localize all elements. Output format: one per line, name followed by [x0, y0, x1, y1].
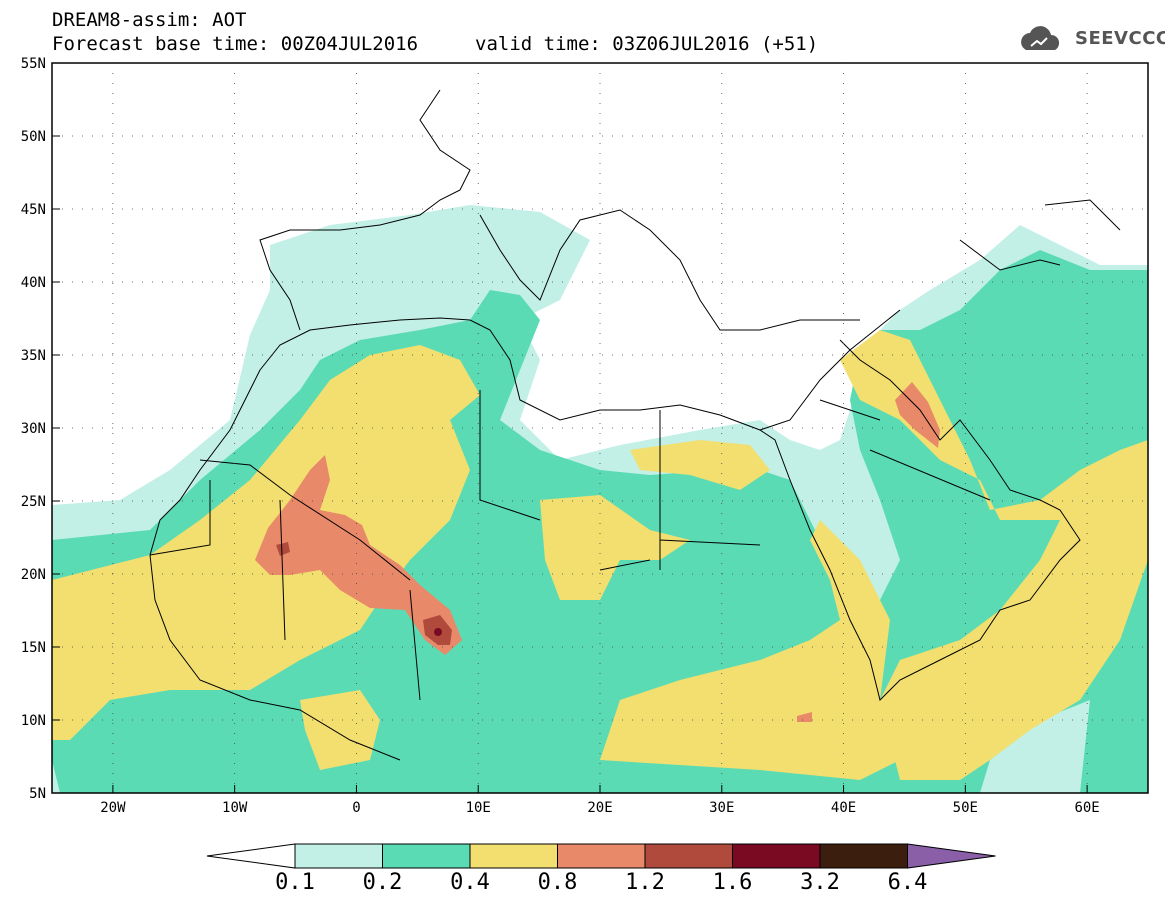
lat-label: 20N: [21, 567, 46, 583]
colorbar: [206, 843, 996, 869]
lat-label: 5N: [29, 786, 46, 802]
aot-band-0.4-africa: [540, 495, 900, 780]
aot-band-0.8-ethiopia: [797, 712, 812, 722]
aot-band-0.8: [255, 455, 462, 655]
lat-label: 45N: [21, 202, 46, 218]
colorbar-level-label: 0.2: [362, 870, 403, 895]
forecast-base-time: Forecast base time: 00Z04JUL2016: [52, 33, 419, 55]
aot-band-1.2: [276, 542, 452, 645]
colorbar-swatch: [382, 843, 471, 869]
aot-band-0.4-arabia: [840, 330, 1148, 780]
colorbar-swatch: [557, 843, 646, 869]
colorbar-level-label: 0.8: [537, 870, 578, 895]
lon-label: 30E: [709, 800, 734, 816]
colorbar-low-arrow: [206, 843, 296, 869]
longitude-labels: 20W 10W 0 10E 20E 30E 40E 50E 60E: [100, 785, 1100, 816]
lat-label: 55N: [21, 56, 46, 72]
lon-label: 20W: [100, 800, 126, 816]
colorbar-level-label: 1.6: [712, 870, 753, 895]
colorbar-level-label: 1.2: [625, 870, 665, 895]
colorbar-level-label: 3.2: [800, 870, 840, 895]
map-title: DREAM8-assim: AOT: [52, 9, 247, 31]
aot-field: [52, 205, 1148, 793]
lat-label: 30N: [21, 421, 46, 437]
colorbar-swatch: [294, 843, 383, 869]
lon-label: 0: [352, 800, 360, 816]
valid-time: valid time: 03Z06JUL2016 (+51): [475, 33, 819, 55]
lon-label: 10E: [466, 800, 491, 816]
colorbar-level-label: 0.1: [275, 870, 315, 895]
latitude-labels: 55N 50N 45N 40N 35N 30N 25N 20N 15N 10N 5N: [21, 56, 60, 802]
lat-label: 15N: [21, 640, 46, 656]
coastlines: [149, 89, 1121, 761]
cloud-icon: [1021, 26, 1060, 50]
colorbar-level-label: 6.4: [887, 870, 928, 895]
aot-band-1.6: [434, 628, 442, 636]
aot-band-0.4-central: [630, 440, 770, 490]
lat-label: 10N: [21, 713, 46, 729]
aot-band-0.4-sahel: [300, 690, 380, 770]
lat-label: 35N: [21, 348, 46, 364]
lat-label: 25N: [21, 494, 46, 510]
lon-label: 60E: [1074, 800, 1099, 816]
lon-label: 40E: [831, 800, 856, 816]
colorbar-high-arrow: [907, 843, 996, 869]
lat-label: 50N: [21, 129, 46, 145]
lon-label: 10W: [222, 800, 248, 816]
lat-label: 40N: [21, 275, 46, 291]
aot-band-0.8-iraq: [895, 382, 940, 448]
colorbar-swatch: [819, 843, 908, 869]
colorbar-swatch: [469, 843, 558, 869]
lon-label: 20E: [587, 800, 612, 816]
lon-label: 50E: [953, 800, 978, 816]
colorbar-swatch: [644, 843, 733, 869]
logo-text: SEEVCCC: [1075, 28, 1165, 49]
colorbar-swatch: [732, 843, 821, 869]
colorbar-level-label: 0.4: [450, 870, 490, 895]
